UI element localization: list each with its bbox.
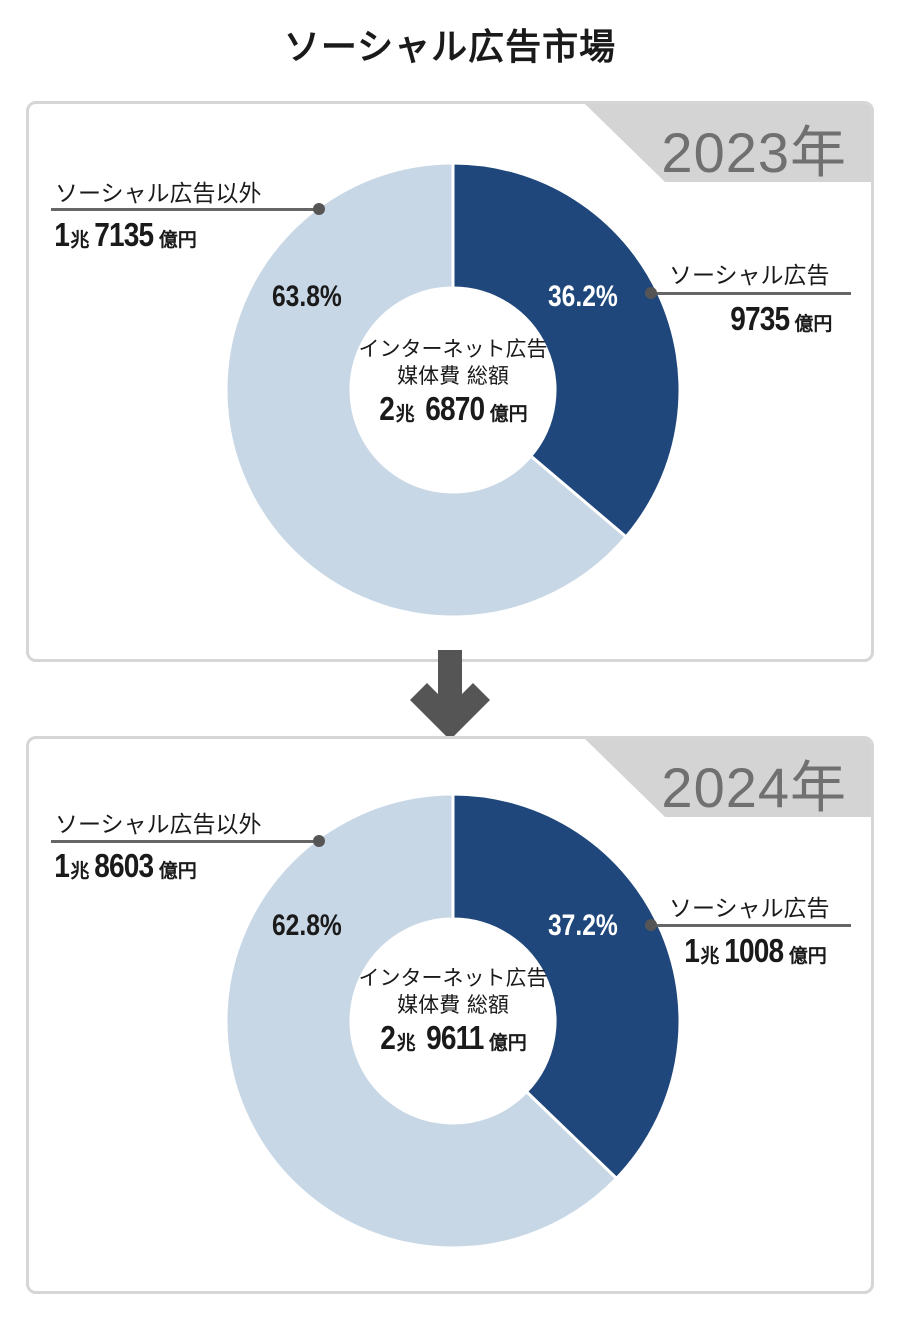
center-total: 2兆 6870 億円 (323, 390, 583, 428)
year-label: 2023年 (661, 121, 847, 184)
social-percent-label: 36.2% (548, 280, 618, 313)
page-title: ソーシャル広告市場 (283, 27, 617, 68)
social-amount-value: 9735 (730, 300, 790, 337)
other-amount-value: 7135 (94, 216, 155, 253)
hundred-million-unit: 億円 (158, 229, 197, 251)
social-amount: 1兆 1008 億円 (683, 932, 827, 970)
social-amount-value: 1008 (724, 932, 785, 969)
trillion-unit: 兆 (396, 1032, 416, 1054)
total-trillion: 2 (379, 390, 396, 427)
other-amount-trillion: 1 (54, 216, 70, 253)
year-label: 2024年 (661, 756, 847, 819)
other-amount: 1兆 7135 億円 (53, 216, 197, 254)
center-label-2: 媒体費 総額 (397, 364, 509, 388)
center-label-1: インターネット広告 (358, 966, 548, 990)
other-category-label: ソーシャル広告以外 (55, 812, 262, 838)
arrow-down-icon (410, 650, 490, 740)
callout-dot (313, 203, 325, 215)
donut-slice-social (451, 792, 682, 1181)
callout-rule (51, 840, 319, 843)
trillion-unit: 兆 (70, 860, 90, 882)
other-amount-value: 8603 (94, 847, 155, 884)
trillion-unit: 兆 (700, 945, 720, 967)
other-percent-label: 62.8% (272, 909, 342, 942)
total-hundred-million: 9611 (426, 1019, 484, 1056)
callout-dot (645, 287, 657, 299)
other-amount: 1兆 8603 億円 (53, 847, 197, 885)
donut-chart (224, 792, 682, 1250)
hundred-million-unit: 億円 (489, 403, 528, 425)
total-trillion: 2 (380, 1019, 397, 1056)
center-label-1: インターネット広告 (358, 337, 548, 361)
donut-slice-other (224, 792, 619, 1250)
donut-slice-social (451, 161, 682, 539)
social-amount: 9735 億円 (725, 300, 832, 338)
other-category-label: ソーシャル広告以外 (55, 181, 262, 207)
social-category-label: ソーシャル広告 (669, 896, 830, 922)
callout-dot (313, 835, 325, 847)
social-percent-label: 37.2% (548, 909, 618, 942)
center-total: 2兆 9611 億円 (323, 1019, 583, 1057)
hundred-million-unit: 億円 (788, 945, 827, 967)
callout-rule (651, 292, 851, 295)
social-amount-trillion: 1 (684, 932, 700, 969)
hundred-million-unit: 億円 (794, 313, 833, 335)
trillion-unit: 兆 (395, 403, 415, 425)
callout-rule (51, 208, 319, 211)
callout-dot (645, 919, 657, 931)
other-percent-label: 63.8% (272, 280, 342, 313)
hundred-million-unit: 億円 (158, 860, 197, 882)
other-amount-trillion: 1 (54, 847, 70, 884)
center-label-2: 媒体費 総額 (397, 993, 509, 1017)
total-hundred-million: 6870 (425, 390, 485, 427)
hundred-million-unit: 億円 (488, 1032, 527, 1054)
center-summary: インターネット広告 媒体費 総額 2兆 9611 億円 (323, 965, 583, 1057)
center-summary: インターネット広告 媒体費 総額 2兆 6870 億円 (323, 336, 583, 428)
chart-panel-2023: 2023年 36.2% 63.8% インターネット広告 媒体費 総額 2兆 68… (26, 101, 874, 662)
chart-panel-2024: 2024年 37.2% 62.8% インターネット広告 媒体費 総額 2兆 96… (26, 736, 874, 1294)
trillion-unit: 兆 (70, 229, 90, 251)
callout-rule (651, 924, 851, 927)
donut-chart (224, 161, 682, 619)
social-category-label: ソーシャル広告 (669, 263, 830, 289)
donut-slice-other (224, 161, 629, 619)
